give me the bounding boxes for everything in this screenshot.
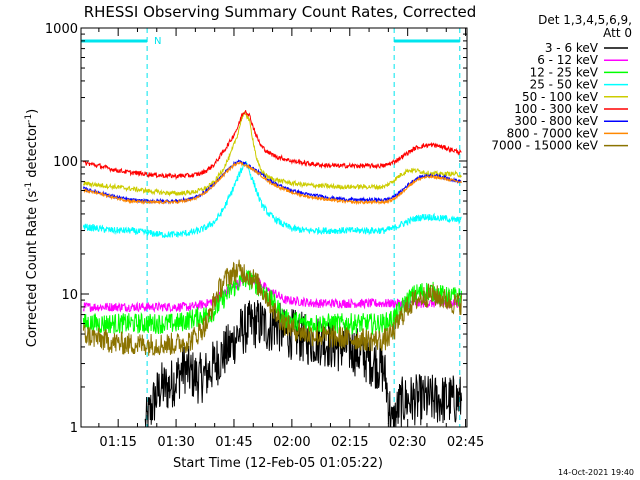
y-axis-label: Corrected Count Rate (s-1 detector-1)	[24, 109, 40, 347]
y-tick-label: 1	[70, 421, 78, 436]
x-tick-label: 02:45	[447, 435, 484, 450]
x-tick-label: 02:15	[331, 435, 368, 450]
chart-title: RHESSI Observing Summary Count Rates, Co…	[84, 3, 477, 21]
x-tick-label: 01:15	[99, 435, 136, 450]
legend-entry-label: 100 - 300 keV	[514, 102, 598, 116]
legend-entry-label: 25 - 50 keV	[530, 78, 599, 92]
y-tick-label: 10	[61, 288, 78, 303]
series-line	[82, 259, 462, 357]
series-line	[83, 161, 462, 206]
plot-area	[80, 28, 463, 428]
legend-entry-label: 50 - 100 keV	[522, 90, 599, 104]
x-axis-label: Start Time (12-Feb-05 01:05:22)	[173, 456, 383, 471]
series-line	[82, 110, 462, 197]
y-axis-label-end: )	[25, 109, 40, 114]
y-axis-label-sup1: -1	[24, 182, 34, 191]
series-line	[82, 159, 462, 205]
x-tick-label: 01:30	[157, 435, 194, 450]
series-line	[82, 160, 462, 239]
series-line	[82, 110, 462, 181]
x-tick-label: 02:30	[389, 435, 426, 450]
y-axis-label-sup2: -1	[24, 114, 34, 123]
y-axis: 1 10 100 1000	[45, 22, 467, 436]
y-tick-label: 100	[53, 155, 78, 170]
legend-entry-label: 800 - 7000 keV	[507, 126, 599, 140]
series-line	[144, 299, 463, 428]
footer-timestamp: 14-Oct-2021 19:40	[558, 468, 634, 477]
legend-header-detectors: Det 1,3,4,5,6,9,	[538, 13, 632, 27]
x-tick-label: 01:45	[215, 435, 252, 450]
legend-entry-label: 6 - 12 keV	[537, 53, 599, 67]
legend-entry-label: 12 - 25 keV	[530, 65, 599, 79]
y-axis-label-main: Corrected Count Rate (s	[25, 191, 40, 348]
y-axis-label-mid: detector	[25, 122, 40, 182]
legend-entry-label: 3 - 6 keV	[545, 41, 599, 55]
x-tick-label: 02:00	[273, 435, 310, 450]
legend-entry-label: 300 - 800 keV	[514, 114, 598, 128]
x-axis: 01:15 01:30 01:45 02:00 02:15 02:30 02:45	[98, 28, 484, 450]
night-marker-label: N	[154, 36, 161, 47]
legend-header-attenuator: Att 0	[603, 26, 632, 40]
plot-frame	[80, 27, 468, 428]
y-tick-label: 1000	[45, 22, 78, 37]
legend-entry-label: 7000 - 15000 keV	[491, 139, 598, 153]
